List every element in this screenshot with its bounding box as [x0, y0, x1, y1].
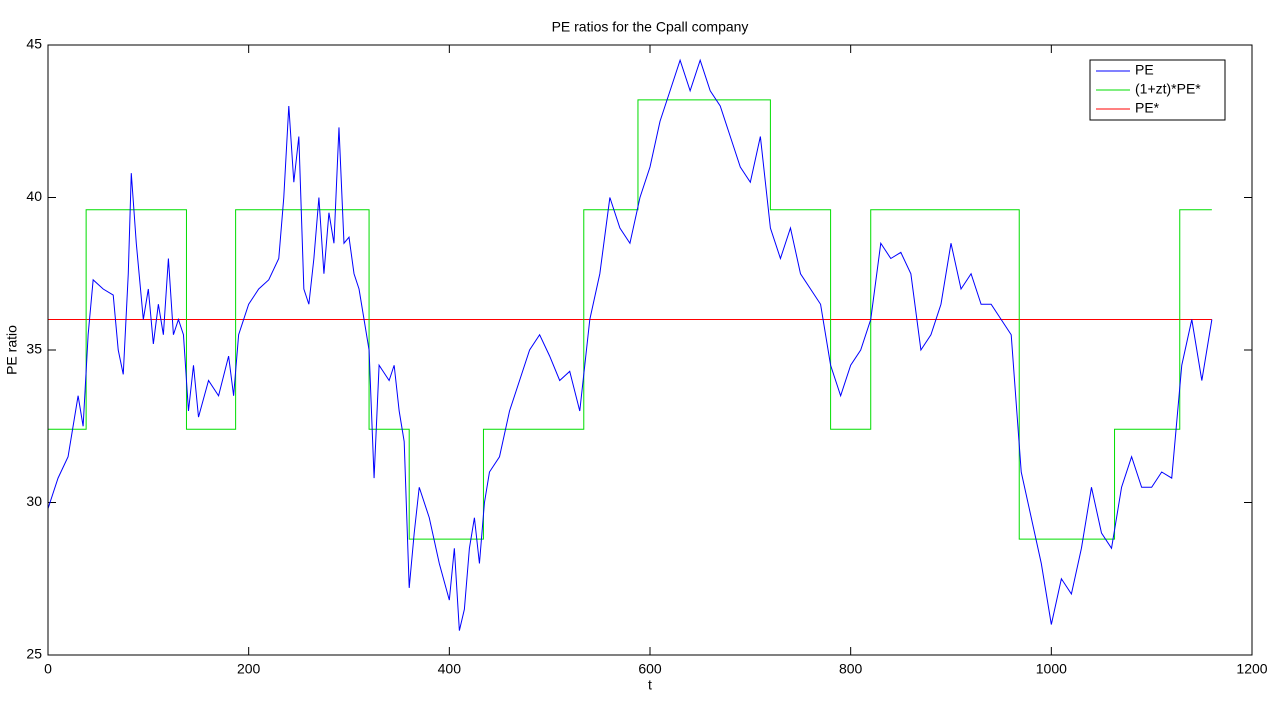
x-tick-label: 0	[44, 661, 52, 677]
x-tick-label: 200	[237, 661, 261, 677]
line-series	[48, 99, 1212, 540]
chart-title: PE ratios for the Cpall company	[552, 19, 749, 35]
y-tick-label: 25	[26, 646, 42, 662]
x-tick-label: 1000	[1036, 661, 1067, 677]
legend-label: PE	[1135, 62, 1154, 78]
legend: PE (1+zt)*PE* PE*	[1089, 59, 1226, 121]
x-axis-label: t	[648, 677, 652, 693]
y-tick-label: 45	[26, 36, 42, 52]
line-series	[47, 58, 1213, 631]
y-tick-label: 30	[26, 493, 42, 509]
x-tick-label: 800	[839, 661, 863, 677]
y-tick-label: 40	[26, 188, 42, 204]
legend-label: (1+zt)*PE*	[1135, 81, 1201, 97]
x-tick-label: 400	[438, 661, 462, 677]
x-tick-label: 1200	[1236, 661, 1267, 677]
x-tick-label: 600	[638, 661, 662, 677]
legend-label: PE*	[1135, 100, 1160, 116]
plot-frame	[47, 44, 1253, 656]
y-tick-label: 35	[26, 341, 42, 357]
y-axis-label: PE ratio	[4, 325, 20, 375]
